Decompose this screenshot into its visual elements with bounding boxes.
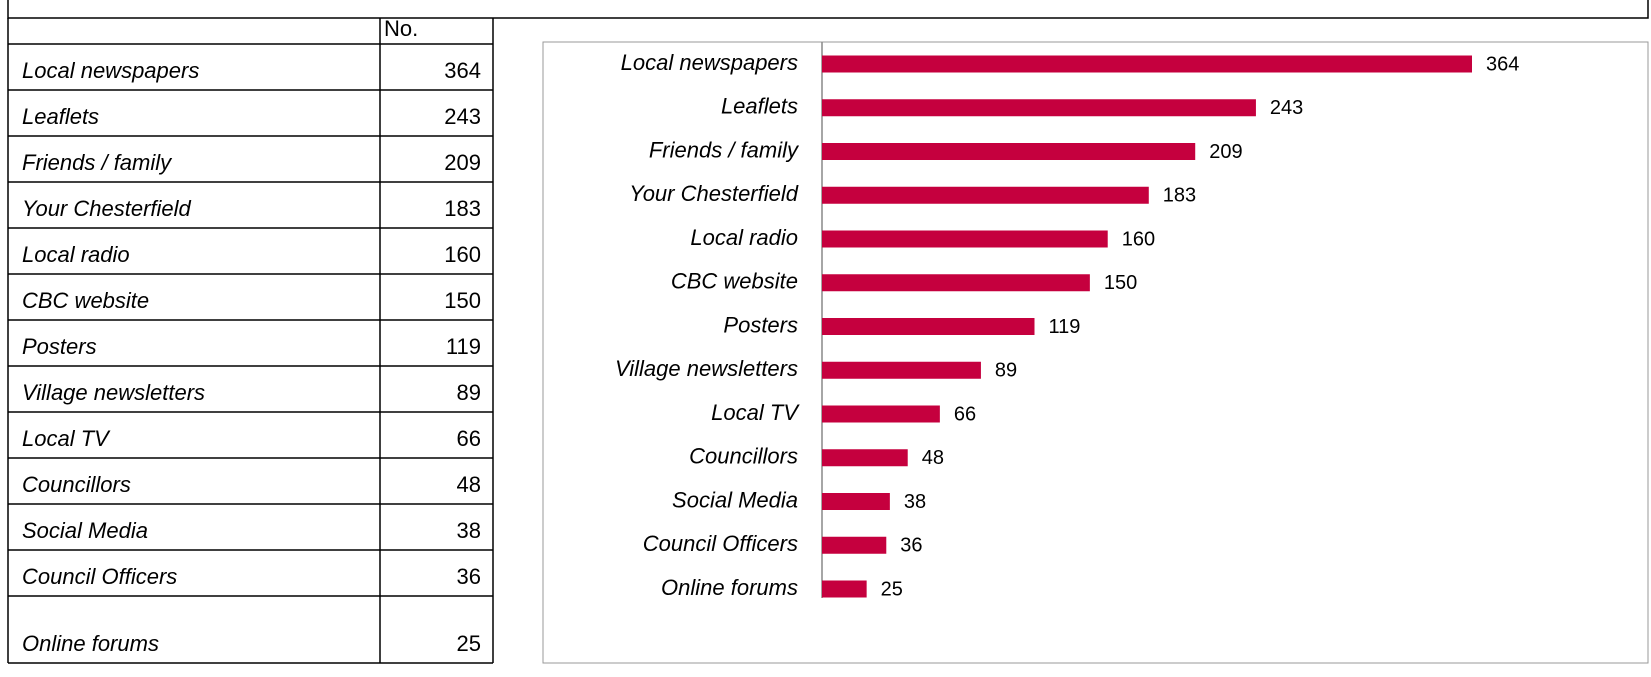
category-label: Local TV [711, 400, 800, 425]
bar [822, 186, 1149, 204]
row-label: Council Officers [22, 564, 177, 589]
top-strip [7, 0, 1649, 19]
category-label: Council Officers [643, 531, 798, 556]
bar [822, 274, 1090, 292]
row-value: 48 [457, 472, 481, 497]
row-label: Leaflets [22, 104, 99, 129]
category-label: Local radio [690, 225, 798, 250]
value-label: 36 [900, 535, 922, 557]
row-label: Your Chesterfield [22, 196, 192, 221]
value-label: 66 [954, 403, 976, 425]
row-value: 183 [444, 196, 481, 221]
chart-frame [542, 41, 1649, 664]
bar [822, 449, 908, 467]
value-label: 364 [1486, 53, 1519, 75]
value-label: 38 [904, 491, 926, 513]
table-header: No. [384, 16, 418, 41]
category-label: Online forums [661, 575, 798, 600]
row-label: CBC website [22, 288, 149, 313]
category-label: Councillors [689, 444, 798, 469]
row-label: Friends / family [22, 150, 173, 175]
category-label: Village newsletters [615, 356, 798, 381]
bar [822, 361, 981, 379]
row-label: Village newsletters [22, 380, 205, 405]
row-value: 89 [457, 380, 481, 405]
bar [822, 536, 887, 554]
category-label: Your Chesterfield [629, 181, 799, 206]
category-label: Friends / family [649, 137, 800, 162]
category-label: Local newspapers [621, 50, 798, 75]
bar [822, 318, 1035, 335]
row-label: Councillors [22, 472, 131, 497]
category-label: Posters [723, 312, 798, 337]
bar [822, 580, 867, 598]
value-label: 209 [1209, 141, 1242, 163]
row-value: 160 [444, 242, 481, 267]
bar [822, 405, 940, 423]
row-label: Social Media [22, 518, 148, 543]
row-label: Local TV [22, 426, 111, 451]
row-label: Online forums [22, 631, 159, 656]
row-value: 25 [457, 631, 481, 656]
row-value: 36 [457, 564, 481, 589]
value-label: 119 [1049, 316, 1081, 338]
row-value: 150 [444, 288, 481, 313]
row-value: 209 [444, 150, 481, 175]
row-value: 38 [457, 518, 481, 543]
value-label: 25 [881, 578, 903, 600]
bar [822, 493, 890, 510]
value-label: 89 [995, 360, 1017, 382]
row-value: 119 [446, 334, 481, 359]
value-label: 150 [1104, 272, 1137, 294]
category-label: Social Media [672, 487, 798, 512]
bar [822, 230, 1108, 248]
value-label: 183 [1163, 185, 1196, 207]
value-label: 48 [922, 447, 944, 469]
row-value: 364 [444, 58, 481, 83]
row-label: Local newspapers [22, 58, 199, 83]
value-label: 243 [1270, 97, 1303, 119]
row-label: Local radio [22, 242, 130, 267]
value-label: 160 [1122, 228, 1155, 250]
bar [822, 55, 1472, 73]
category-label: Leaflets [721, 94, 798, 119]
row-label: Posters [22, 334, 97, 359]
bar [822, 143, 1196, 160]
category-label: CBC website [671, 269, 798, 294]
row-value: 66 [457, 426, 481, 451]
row-value: 243 [444, 104, 481, 129]
bar [822, 99, 1256, 117]
